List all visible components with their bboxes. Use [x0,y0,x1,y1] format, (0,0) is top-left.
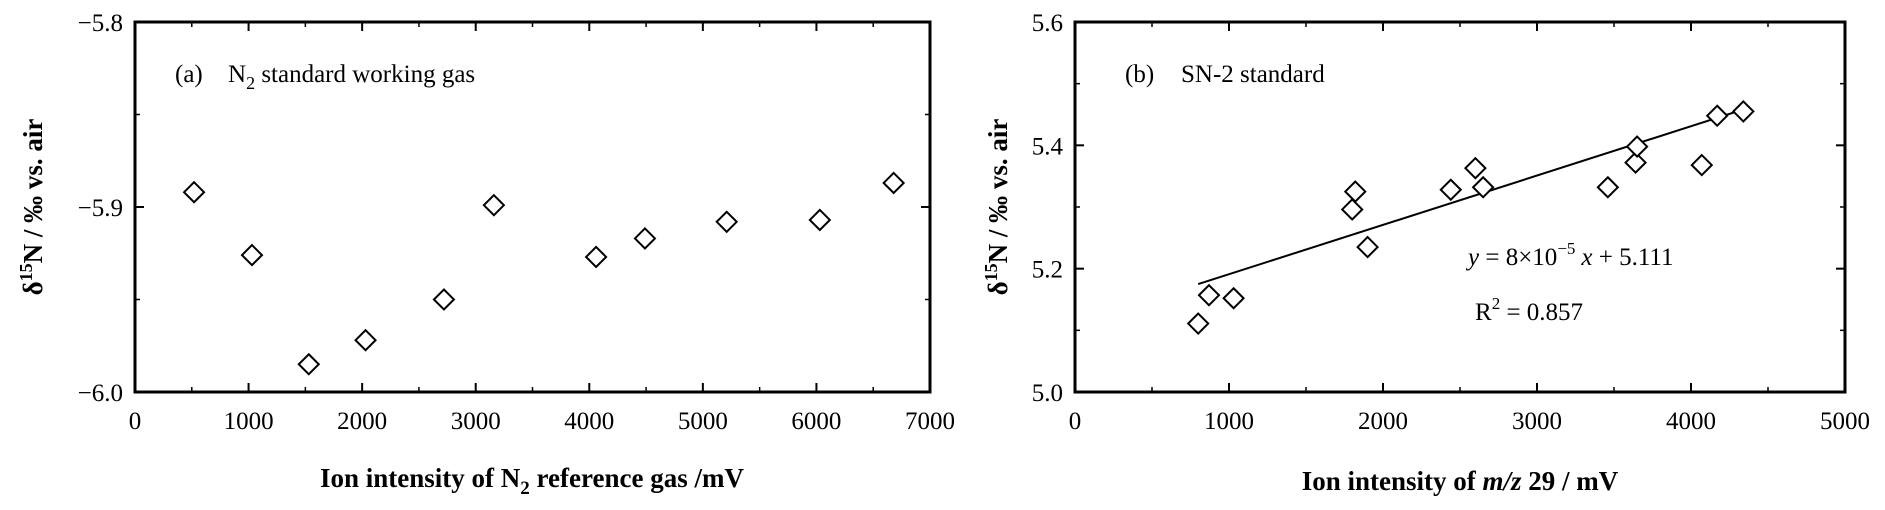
x-axis-title-b-pre: Ion intensity of [1302,466,1483,496]
r-squared-b-label: R [1475,299,1492,326]
r-squared-b-rest: = 0.857 [1500,299,1583,326]
y-axis-title-b: δ15N / ‰ vs. air [981,119,1013,296]
data-point [297,352,321,376]
y-tick-label: −5.8 [78,10,123,37]
data-point [1471,175,1495,199]
y-axis-title-a-delta: δ [18,281,48,295]
r-squared-b: R2 = 0.857 [1475,294,1583,326]
y-ticks-a: −6.0 −5.9 −5.8 [78,10,930,407]
data-point [1340,198,1364,221]
fit-equation-b-exp: −5 [1557,239,1575,258]
fit-equation-b-rest: + 5.111 [1593,244,1674,271]
data-point [182,180,206,204]
data-point [715,210,739,234]
x-tick-label: 7000 [905,408,955,435]
panel-title-a-sub: 2 [246,73,255,93]
markers-b [1186,100,1755,335]
y-tick-label: 5.0 [1032,380,1063,407]
data-point [1197,283,1221,307]
data-point [1343,180,1367,203]
fit-equation-b-base: = 8×10 [1479,244,1557,271]
x-tick-label: 0 [1069,408,1082,435]
data-point [432,288,456,311]
panel-title-a: N2 standard working gas [228,61,475,93]
data-point [1731,100,1755,123]
x-axis-title-a: Ion intensity of N2 reference gas /mV [320,463,744,499]
data-point [482,193,506,217]
panel-title-a-rest: standard working gas [255,61,475,88]
data-point [1356,235,1380,259]
y-axis-title-a-sup: 15 [16,263,36,281]
y-axis-title-b-post: N / ‰ vs. air [983,119,1013,264]
x-tick-label: 0 [129,408,142,435]
fit-equation-b: y = 8×10−5 x + 5.111 [1465,239,1674,271]
x-axis-title-a-post: reference gas /mV [530,463,745,493]
x-tick-label: 5000 [1820,408,1870,435]
y-axis-title-a-post: N / ‰ vs. air [18,119,48,264]
y-tick-label: 5.6 [1032,10,1063,37]
panel-label-a: (a) [175,61,203,88]
data-point [808,208,832,232]
fit-equation-b-x: x [1580,244,1592,271]
data-point [1186,312,1210,335]
x-tick-label: 6000 [791,408,841,435]
x-tick-label: 4000 [564,408,614,435]
x-tick-label: 4000 [1666,408,1716,435]
x-tick-label: 2000 [337,408,387,435]
markers-a [182,171,906,376]
x-tick-label: 5000 [678,408,728,435]
y-tick-label: 5.4 [1032,133,1064,160]
x-axis-title-b-post: 29 / mV [1522,466,1619,496]
x-ticks-a: 0 1000 2000 3000 4000 5000 6000 7000 [129,22,955,435]
panel-a: 0 1000 2000 3000 4000 5000 6000 7000 −6.0 −5.9 −5… [16,10,955,499]
data-point [240,243,264,267]
panel-title-a-text: N [228,61,246,88]
data-point [1690,153,1714,177]
y-ticks-b: 5.0 5.2 5.4 5.6 [1032,10,1845,407]
r-squared-b-sup: 2 [1492,294,1501,313]
data-point [633,227,657,250]
x-tick-label: 1000 [1204,408,1254,435]
x-tick-label: 2000 [1358,408,1408,435]
data-point [1222,286,1246,310]
x-axis-title-a-pre: Ion intensity of N [320,463,521,493]
data-point [1625,135,1649,158]
data-point [354,328,377,352]
y-tick-label: −6.0 [78,380,123,407]
y-tick-label: 5.2 [1032,257,1063,284]
data-point [1705,104,1729,128]
data-point [1596,175,1620,199]
x-ticks-b: 0 1000 2000 3000 4000 5000 [1069,22,1870,435]
panel-title-b: SN-2 standard [1181,61,1325,88]
panel-b: 0 1000 2000 3000 4000 5000 5.0 5.2 5.4 5.6 (b) S… [981,10,1870,496]
data-point [1624,151,1647,175]
x-axis-title-a-sub: 2 [520,478,530,499]
x-axis-title-b-italic: m/z [1483,466,1523,496]
x-tick-label: 3000 [451,408,501,435]
fit-line-b [1197,108,1744,286]
x-tick-label: 1000 [224,408,274,435]
panel-label-b: (b) [1125,61,1154,88]
data-point [1463,156,1487,180]
data-point [584,245,608,269]
x-axis-title-b: Ion intensity of m/z 29 / mV [1302,466,1619,496]
y-tick-label: −5.9 [78,195,123,222]
y-axis-title-a: δ15N / ‰ vs. air [16,119,48,296]
y-axis-title-b-sup: 15 [981,263,1001,281]
data-point [882,171,906,195]
fit-equation-b-y: y [1465,244,1480,271]
y-axis-title-b-delta: δ [983,281,1013,295]
x-tick-label: 3000 [1512,408,1562,435]
data-point [1439,178,1463,202]
